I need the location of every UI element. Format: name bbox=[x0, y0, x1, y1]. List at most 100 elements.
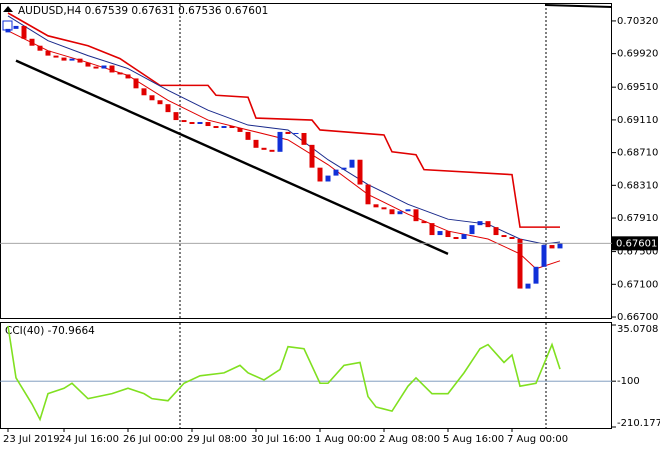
y-tick-label: 0.68310 bbox=[617, 180, 658, 191]
candle-body bbox=[501, 235, 507, 238]
candle-body bbox=[221, 126, 227, 128]
indicator-title: CCI(40) -70.9664 bbox=[5, 325, 95, 337]
candle-body bbox=[373, 204, 379, 208]
candle-body bbox=[165, 104, 171, 113]
candle-body bbox=[205, 122, 211, 127]
candle-body bbox=[237, 127, 243, 132]
candle-body bbox=[445, 231, 451, 238]
candle-body bbox=[517, 238, 523, 289]
icon bbox=[3, 6, 13, 12]
candle-body bbox=[485, 221, 491, 228]
x-tick-label: 26 Jul 00:00 bbox=[123, 434, 183, 445]
cci-line bbox=[7, 325, 561, 422]
candle-body bbox=[477, 221, 483, 226]
candle-body bbox=[365, 184, 371, 205]
candle-body bbox=[21, 25, 27, 39]
candle-body bbox=[317, 167, 323, 182]
y-tick-label: 0.70320 bbox=[617, 16, 658, 27]
x-tick-label: 5 Aug 16:00 bbox=[443, 434, 504, 445]
y-tick-label: 0.67500 bbox=[617, 247, 658, 258]
candle-body bbox=[421, 221, 427, 224]
candle-body bbox=[509, 237, 515, 239]
trend-line bbox=[544, 4, 613, 8]
candle-body bbox=[405, 209, 411, 212]
candle-body bbox=[85, 62, 91, 67]
y-tick-label: 0.67100 bbox=[617, 279, 658, 290]
candle-body bbox=[229, 126, 235, 128]
candle-body bbox=[493, 227, 499, 236]
candle-body bbox=[557, 243, 563, 249]
candle-body bbox=[541, 245, 547, 267]
candle-body bbox=[349, 159, 355, 168]
y-tick-label: -210.1771 bbox=[617, 418, 660, 429]
candle-body bbox=[357, 159, 363, 185]
candle-body bbox=[101, 65, 107, 69]
y-tick-label: 0.69110 bbox=[617, 115, 658, 126]
x-tick-label: 23 Jul 2019 bbox=[3, 434, 60, 445]
candle-body bbox=[397, 211, 403, 215]
candle-body bbox=[277, 131, 283, 152]
candle-body bbox=[549, 245, 555, 249]
candle-body bbox=[197, 122, 203, 124]
candle-body bbox=[157, 100, 163, 105]
candle-body bbox=[5, 28, 11, 33]
x-tick-label: 30 Jul 16:00 bbox=[251, 434, 311, 445]
x-tick-label: 2 Aug 08:00 bbox=[379, 434, 440, 445]
candle-body bbox=[269, 149, 275, 152]
candle-body bbox=[413, 209, 419, 222]
candle-body bbox=[141, 88, 147, 96]
candle-body bbox=[253, 139, 259, 148]
y-tick-label: -100 bbox=[617, 376, 640, 387]
y-tick-label: 35.0708 bbox=[617, 324, 658, 335]
candle-body bbox=[285, 131, 291, 134]
candle-body bbox=[29, 38, 35, 46]
candle-body bbox=[309, 144, 315, 168]
indicator-line bbox=[7, 12, 560, 228]
candle-body bbox=[37, 45, 43, 51]
candle-body bbox=[469, 225, 475, 235]
candle-body bbox=[213, 126, 219, 128]
y-tick-label: 0.69510 bbox=[617, 82, 658, 93]
candle-body bbox=[13, 25, 19, 29]
candle-body bbox=[125, 74, 131, 79]
candle-body bbox=[53, 55, 59, 58]
candle-body bbox=[189, 122, 195, 124]
candle-body bbox=[381, 207, 387, 210]
candle-body bbox=[341, 167, 347, 170]
candle-body bbox=[133, 78, 139, 89]
candle-body bbox=[77, 58, 83, 63]
indicator-panel bbox=[0, 322, 612, 429]
indicator-line bbox=[7, 30, 561, 270]
price-label: 0.67601 bbox=[616, 238, 657, 249]
candle-body bbox=[261, 147, 267, 150]
candle-body bbox=[93, 66, 99, 69]
candle-body bbox=[389, 209, 395, 215]
candle-body bbox=[461, 234, 467, 239]
y-tick-label: 0.67910 bbox=[617, 213, 658, 224]
candle-body bbox=[245, 131, 251, 140]
candle-body bbox=[453, 237, 459, 239]
candle-body bbox=[325, 175, 331, 182]
candle-body bbox=[525, 283, 531, 289]
candle-body bbox=[149, 95, 155, 101]
price-label-box bbox=[612, 236, 658, 251]
main-panel bbox=[0, 3, 612, 319]
indicator-line bbox=[15, 59, 449, 255]
candle-body bbox=[173, 112, 179, 121]
indicator-line bbox=[7, 15, 561, 245]
candle-body bbox=[45, 50, 51, 56]
y-tick-label: 0.69920 bbox=[617, 49, 658, 60]
y-tick-label: 0.66700 bbox=[617, 312, 658, 323]
icon bbox=[2, 20, 13, 31]
candle-body bbox=[429, 223, 435, 236]
candle-body bbox=[293, 132, 299, 134]
candle-body bbox=[301, 132, 307, 145]
chart-title: AUDUSD,H4 0.67539 0.67631 0.67536 0.6760… bbox=[18, 5, 268, 17]
candle-body bbox=[533, 266, 539, 284]
candle-body bbox=[333, 169, 339, 176]
candle-body bbox=[69, 58, 75, 61]
y-tick-label: 0.68710 bbox=[617, 148, 658, 159]
x-tick-label: 1 Aug 00:00 bbox=[315, 434, 376, 445]
candle-body bbox=[437, 231, 443, 236]
